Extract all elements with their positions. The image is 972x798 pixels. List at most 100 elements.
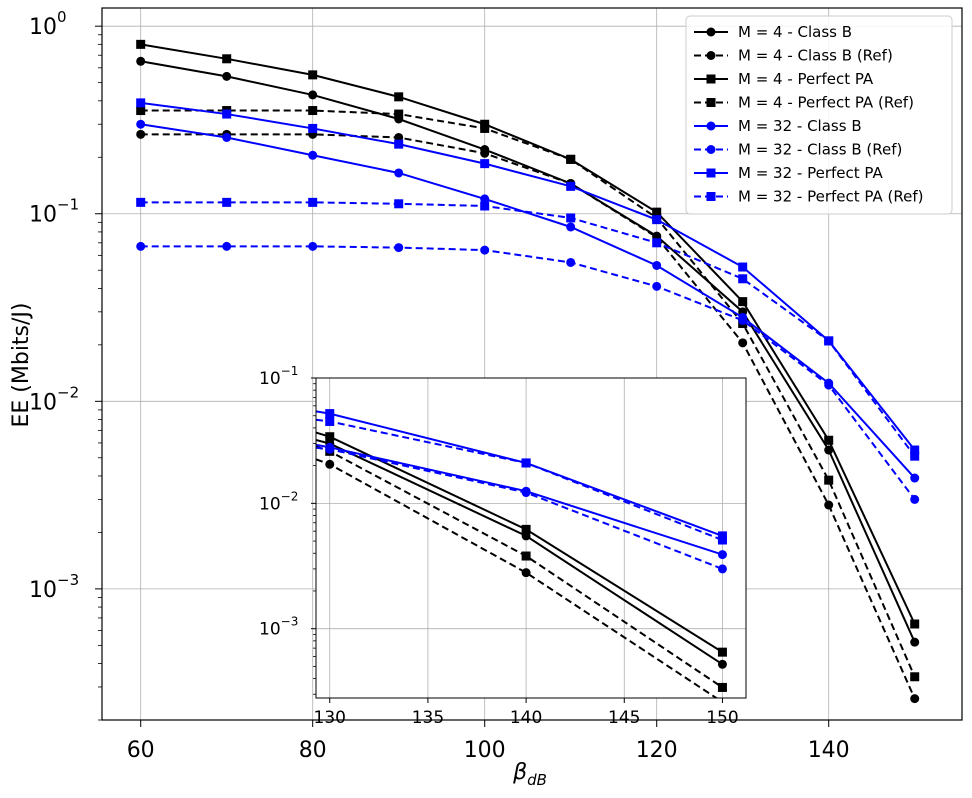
main-series-line xyxy=(140,245,916,501)
inset-point xyxy=(521,458,531,468)
legend-label: M = 32 - Perfect PA xyxy=(738,164,883,182)
main-point xyxy=(738,274,748,284)
main-x-tick-label: 80 xyxy=(299,738,327,763)
main-point xyxy=(480,123,490,133)
main-point xyxy=(480,201,490,211)
inset-series-line xyxy=(316,458,719,698)
main-point xyxy=(308,123,318,133)
inset-point xyxy=(521,551,531,561)
main-series-line xyxy=(140,133,916,700)
main-point xyxy=(394,199,404,209)
main-point xyxy=(738,262,748,272)
x-axis-label: βdB xyxy=(512,760,547,789)
inset-series-line xyxy=(316,431,723,653)
main-point xyxy=(566,222,576,232)
inset-y-tick-label: 10−2 xyxy=(259,489,298,514)
main-point xyxy=(222,132,232,142)
inset-series xyxy=(316,458,725,698)
inset-series xyxy=(316,416,727,545)
main-point xyxy=(910,672,920,682)
inset-x-tick-label: 140 xyxy=(510,708,542,728)
inset-series-group xyxy=(316,409,727,698)
legend-point xyxy=(706,121,716,131)
main-y-tick-base: 10 xyxy=(29,390,57,415)
main-point xyxy=(910,637,920,647)
inset-point xyxy=(325,409,335,419)
main-point xyxy=(738,338,748,348)
legend-entry: M = 4 - Perfect PA (Ref) xyxy=(694,94,914,112)
legend-label: M = 4 - Perfect PA xyxy=(738,70,874,88)
main-point xyxy=(910,445,920,455)
inset-point xyxy=(325,432,335,442)
main-y-tick-label: 10−3 xyxy=(29,571,79,603)
main-y-tick-label: 10−1 xyxy=(29,196,79,228)
main-series-line xyxy=(140,43,916,625)
inset-series xyxy=(316,444,727,574)
inset-y-tick-base: 10 xyxy=(259,494,281,514)
main-point xyxy=(308,150,318,160)
inset-x-tick-label: 150 xyxy=(706,708,738,728)
legend-point xyxy=(706,74,716,84)
main-point xyxy=(910,619,920,629)
legend-point xyxy=(706,51,716,60)
main-series xyxy=(136,241,920,504)
inset-y-tick-exponent: −2 xyxy=(281,489,299,503)
main-y-tick-exponent: 0 xyxy=(57,8,67,26)
inset-series-line xyxy=(316,410,723,537)
main-y-tick-base: 10 xyxy=(29,15,57,40)
main-point xyxy=(308,241,318,251)
main-point xyxy=(652,215,662,225)
main-point xyxy=(738,297,748,307)
inset-point xyxy=(325,444,335,454)
legend-label: M = 4 - Class B (Ref) xyxy=(738,47,893,65)
inset-grid xyxy=(316,377,746,698)
legend-label: M = 32 - Perfect PA (Ref) xyxy=(738,188,923,206)
main-point xyxy=(910,451,920,461)
main-point xyxy=(136,56,146,66)
main-point xyxy=(738,315,748,325)
main-point xyxy=(566,154,576,164)
main-point xyxy=(222,71,232,81)
inset-series-line xyxy=(316,443,723,556)
main-point xyxy=(222,109,232,119)
inset-point xyxy=(717,550,727,560)
main-y-tick-base: 10 xyxy=(29,578,57,603)
main-point xyxy=(394,168,404,178)
inset-series-line xyxy=(316,418,723,541)
main-point xyxy=(222,197,232,207)
legend-label: M = 32 - Class B xyxy=(738,117,862,135)
main-y-tick-label: 10−2 xyxy=(29,383,79,415)
main-point xyxy=(824,500,834,510)
inset-y-tick-base: 10 xyxy=(259,369,281,389)
main-plot-frame xyxy=(101,7,963,721)
inset-point xyxy=(717,647,727,657)
legend-entry: M = 32 - Perfect PA (Ref) xyxy=(694,188,923,206)
main-point xyxy=(480,148,490,158)
x-axis-label-subscript: dB xyxy=(527,771,547,789)
main-point xyxy=(824,475,834,485)
main-series-group xyxy=(136,39,920,704)
main-point xyxy=(136,129,146,139)
inset-point xyxy=(521,568,531,578)
inset-y-tick-exponent: −1 xyxy=(281,364,299,378)
inset-x-tick-label: 135 xyxy=(412,708,444,728)
inset-series-line xyxy=(316,445,723,689)
main-point xyxy=(136,106,146,116)
main-point xyxy=(566,257,576,267)
main-series-line xyxy=(140,60,916,643)
main-point xyxy=(394,139,404,149)
inset-point xyxy=(521,524,531,534)
main-x-tick-label: 140 xyxy=(808,738,850,763)
main-point xyxy=(308,70,318,80)
main-point xyxy=(136,98,146,108)
legend-point xyxy=(706,168,716,178)
inset-y-tick-exponent: −3 xyxy=(281,615,299,629)
main-point xyxy=(222,54,232,64)
inset-series-line xyxy=(316,439,723,666)
inset-x-tick-label: 145 xyxy=(608,708,640,728)
main-point xyxy=(480,194,490,204)
main-y-tick-exponent: −3 xyxy=(57,571,79,589)
